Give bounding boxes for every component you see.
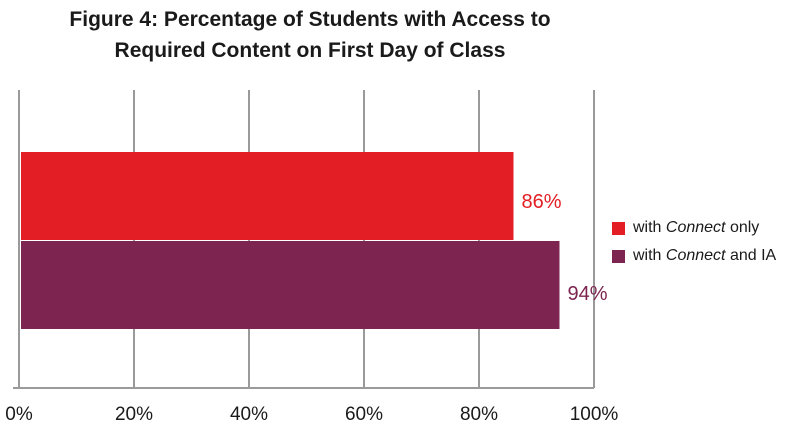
x-tick-label-2: 40%: [230, 404, 268, 425]
bar-connect-only: [21, 152, 514, 240]
data-labels: 86% 94%: [522, 191, 608, 305]
x-axis-ticks: 0% 20% 40% 60% 80% 100%: [5, 404, 618, 425]
legend-item-connect-and-ia: with Connect and IA: [612, 242, 776, 270]
legend-swatch-connect-and-ia: [612, 249, 625, 263]
x-tick-label-4: 80%: [460, 404, 498, 425]
chart-title-line-1: Figure 4: Percentage of Students with Ac…: [69, 8, 551, 31]
legend: with Connect only with Connect and IA: [612, 214, 776, 270]
legend-label-connect-and-ia: with Connect and IA: [633, 247, 777, 264]
legend-label-connect-only: with Connect only: [633, 219, 760, 236]
data-label-connect-only: 86%: [522, 191, 562, 213]
chart-title: Figure 4: Percentage of Students with Ac…: [0, 4, 620, 66]
x-tick-label-0: 0%: [5, 404, 33, 425]
bars: [21, 152, 560, 329]
x-tick-label-1: 20%: [115, 404, 153, 425]
legend-swatch-connect-only: [612, 221, 625, 235]
data-label-connect-and-ia: 94%: [568, 283, 608, 305]
x-tick-label-5: 100%: [570, 404, 619, 425]
gridlines: [13, 90, 595, 389]
bar-connect-and-ia: [21, 241, 560, 329]
x-tick-label-3: 60%: [345, 404, 383, 425]
legend-item-connect-only: with Connect only: [612, 214, 776, 242]
chart-title-line-2: Required Content on First Day of Class: [114, 39, 506, 62]
